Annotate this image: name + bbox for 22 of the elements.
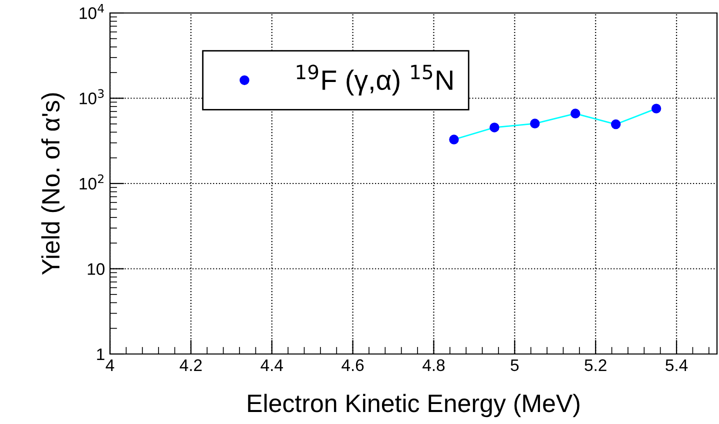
x-tick-label: 5.2: [584, 359, 606, 372]
x-tick-label: 4.4: [260, 359, 283, 371]
point: [570, 108, 580, 118]
x-tick-label: 4.2: [180, 359, 202, 371]
x-tick-label: 4.6: [342, 359, 364, 372]
x-tick-label: 5: [510, 359, 519, 372]
y-tick-label: 10$^{2}$: [80, 174, 104, 190]
x-axis-title: Electron Kinetic Energy (MeV): [248, 394, 580, 418]
point: [449, 134, 459, 144]
point: [530, 118, 540, 128]
point: [651, 104, 662, 114]
legend-label: $^{19}$F (γ,α) $^{15}$N: [296, 64, 452, 96]
x-tick-label: 4.8: [422, 359, 445, 372]
point: [490, 122, 500, 132]
y-tick-label: 10$^{4}$: [80, 4, 104, 20]
y-tick-label: 1: [97, 348, 104, 360]
y-tick-label: 10: [88, 263, 104, 275]
x-tick-label: 4: [106, 359, 114, 371]
y-axis-title: Yield (No. of α's): [41, 93, 65, 275]
y-tick-label: 10$^{3}$: [80, 89, 104, 104]
point: [610, 119, 621, 130]
x-tick-label: 5.4: [666, 359, 688, 372]
